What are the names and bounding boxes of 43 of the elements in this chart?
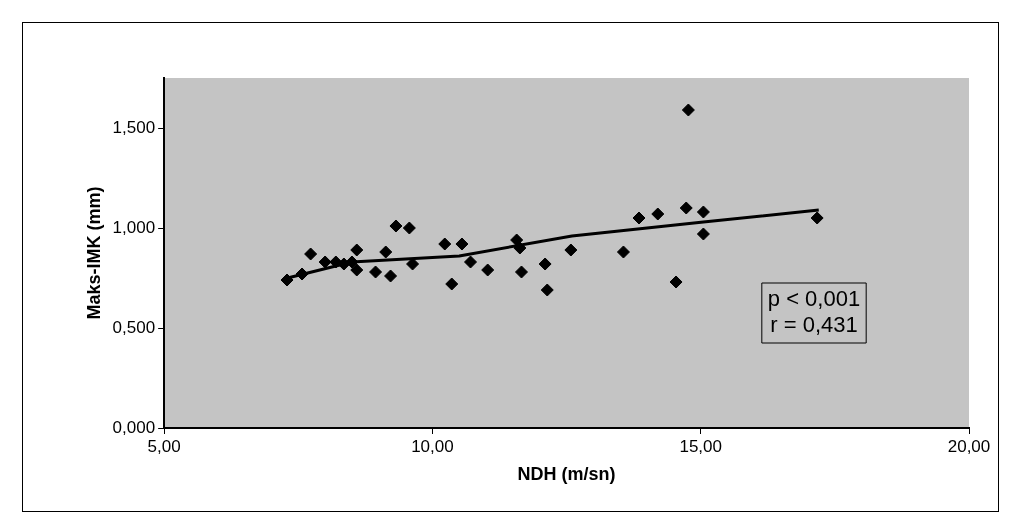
point bbox=[350, 243, 364, 257]
point bbox=[696, 205, 710, 219]
point bbox=[616, 245, 630, 259]
y-tick-label: 0,000 bbox=[112, 417, 156, 437]
point bbox=[350, 263, 364, 277]
point bbox=[379, 245, 393, 259]
point bbox=[345, 255, 359, 269]
point bbox=[540, 283, 554, 297]
point bbox=[651, 207, 665, 221]
point bbox=[810, 211, 824, 225]
point bbox=[445, 277, 459, 291]
y-axis-title: Maks-IMK (mm) bbox=[83, 186, 104, 320]
point bbox=[389, 219, 403, 233]
x-tick-label: 20,00 bbox=[947, 436, 991, 456]
x-tick-label: 10,00 bbox=[411, 436, 454, 456]
point bbox=[438, 237, 452, 251]
y-tick-label: 0,500 bbox=[112, 317, 156, 337]
point bbox=[679, 201, 693, 215]
point bbox=[455, 237, 469, 251]
point bbox=[295, 267, 309, 281]
point bbox=[318, 255, 332, 269]
point bbox=[481, 263, 495, 277]
point bbox=[384, 269, 398, 283]
point bbox=[337, 257, 351, 271]
point bbox=[304, 247, 318, 261]
x-tick-label: 15,00 bbox=[679, 436, 722, 456]
point bbox=[669, 275, 683, 289]
point bbox=[538, 257, 552, 271]
y-tick-label: 1,000 bbox=[112, 217, 156, 237]
point bbox=[280, 273, 294, 287]
point bbox=[632, 211, 646, 225]
x-tick-label: 5,00 bbox=[147, 436, 181, 456]
point bbox=[402, 221, 416, 235]
point bbox=[564, 243, 578, 257]
point bbox=[681, 103, 695, 117]
point bbox=[696, 227, 710, 241]
point bbox=[515, 265, 528, 279]
point bbox=[464, 255, 478, 269]
point bbox=[369, 265, 383, 279]
annotation: p < 0,001 r = 0,431 bbox=[767, 286, 861, 338]
point bbox=[513, 241, 527, 255]
y-tick-label: 1,500 bbox=[112, 117, 156, 137]
x-axis-title: NDH (m/sn) bbox=[517, 464, 616, 485]
